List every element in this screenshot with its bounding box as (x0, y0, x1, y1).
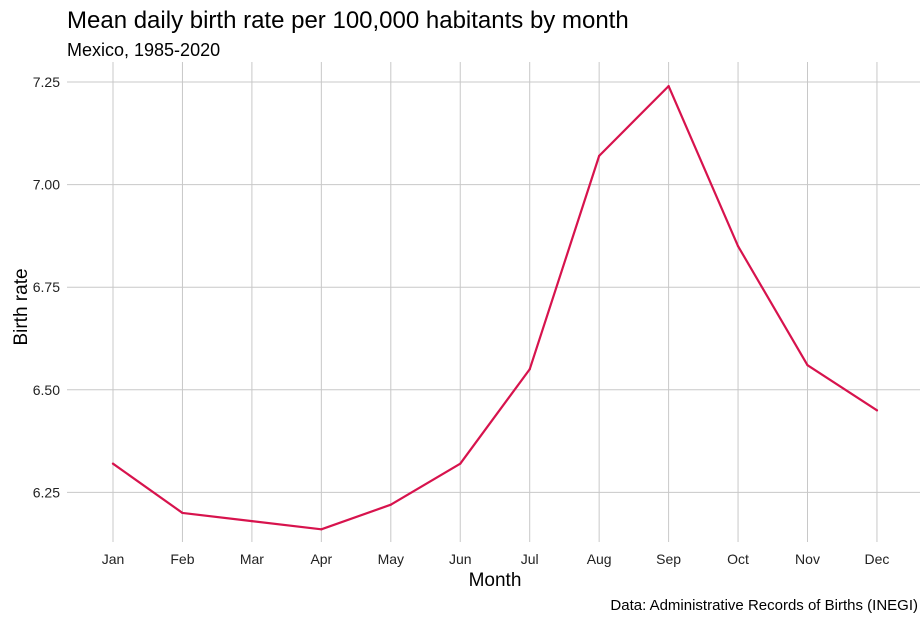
chart-title: Mean daily birth rate per 100,000 habita… (67, 7, 629, 34)
x-tick-label: Oct (727, 551, 749, 567)
chart-caption: Data: Administrative Records of Births (… (610, 597, 918, 614)
y-tick-label: 6.50 (33, 382, 60, 398)
x-tick-label: Dec (864, 551, 889, 567)
x-tick-label: Nov (795, 551, 820, 567)
data-point (598, 154, 601, 157)
data-point (806, 364, 809, 367)
x-tick-label: May (378, 551, 404, 567)
data-point (667, 85, 670, 88)
data-points (111, 85, 879, 531)
chart-subtitle: Mexico, 1985-2020 (67, 40, 220, 60)
data-point (250, 520, 253, 523)
y-tick-label: 6.25 (33, 484, 60, 500)
data-point (181, 511, 184, 515)
data-point (875, 409, 879, 412)
x-tick-label: Sep (656, 551, 681, 567)
data-point (111, 462, 115, 465)
y-tick-label: 7.00 (33, 177, 60, 193)
data-point (389, 503, 392, 506)
data-point (528, 368, 531, 371)
x-tick-label: Apr (310, 551, 332, 567)
y-axis-ticks: 6.25 6.50 6.75 7.00 7.25 (33, 74, 60, 500)
x-tick-label: Jan (102, 551, 125, 567)
x-axis-ticks: Jan Feb Mar Apr May Jun Jul Aug Sep Oct Nov Dec (102, 551, 890, 567)
data-point (459, 462, 462, 465)
x-tick-label: Jun (449, 551, 472, 567)
y-tick-label: 7.25 (33, 74, 60, 90)
data-point (320, 528, 323, 531)
x-tick-label: Jul (521, 551, 539, 567)
y-axis-title: Birth rate (11, 268, 32, 345)
y-tick-label: 6.75 (33, 279, 60, 295)
data-point (736, 245, 740, 248)
x-tick-label: Mar (240, 551, 264, 567)
x-gridlines (112, 62, 878, 542)
x-tick-label: Feb (170, 551, 194, 567)
series-line (111, 85, 879, 531)
x-tick-label: Aug (587, 551, 612, 567)
x-axis-title: Month (469, 570, 522, 591)
y-gridlines (67, 81, 920, 493)
